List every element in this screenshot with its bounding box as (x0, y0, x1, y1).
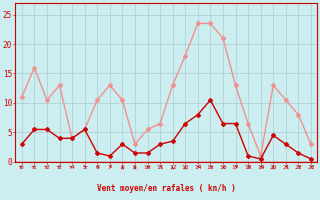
X-axis label: Vent moyen/en rafales ( kn/h ): Vent moyen/en rafales ( kn/h ) (97, 184, 236, 193)
